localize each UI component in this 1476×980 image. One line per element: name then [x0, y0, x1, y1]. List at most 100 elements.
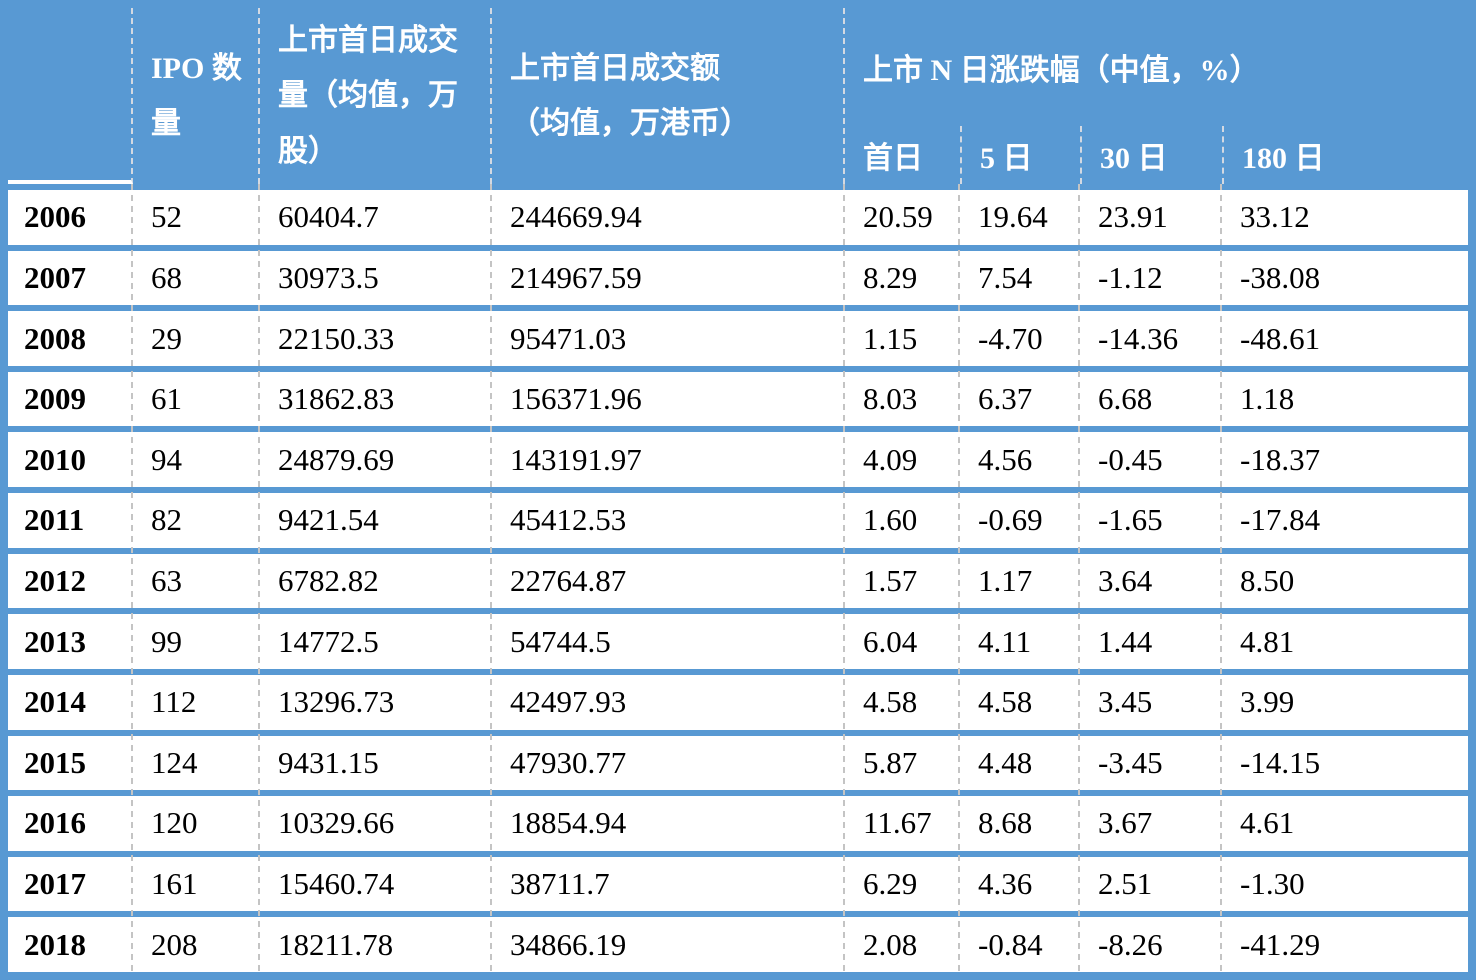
turnover-cell: 34866.19 — [510, 926, 627, 962]
header-change-30d: 30 日 — [1080, 126, 1222, 184]
year-cell: 2006 — [24, 199, 86, 235]
change-first-day-cell: 5.87 — [863, 744, 918, 780]
change-30d-cell: -0.45 — [1098, 441, 1163, 477]
change-5d-cell: -0.69 — [978, 502, 1043, 538]
header-change-5d: 5 日 — [960, 126, 1080, 184]
year-cell: 2013 — [24, 623, 86, 659]
change-5d-cell: 4.58 — [978, 684, 1033, 720]
year-cell: 2007 — [24, 259, 86, 295]
ipo-count-cell: 161 — [151, 866, 198, 902]
table-row: 2011 82 9421.54 45412.53 1.60 -0.69 -1.65 -17.8… — [8, 493, 1468, 548]
year-cell: 2014 — [24, 684, 86, 720]
turnover-cell: 156371.96 — [510, 381, 642, 417]
turnover-cell: 214967.59 — [510, 259, 642, 295]
volume-cell: 9421.54 — [278, 502, 379, 538]
turnover-cell: 45412.53 — [510, 502, 627, 538]
header-year-cell — [8, 8, 133, 184]
ipo-count-cell: 61 — [151, 381, 182, 417]
table-row: 2009 61 31862.83 156371.96 8.03 6.37 6.68 1.18 — [8, 371, 1468, 427]
ipo-count-cell: 29 — [151, 320, 182, 356]
change-30d-cell: 1.44 — [1098, 623, 1153, 659]
table-row: 2006 52 60404.7 244669.94 20.59 19.64 23.91 33.… — [8, 190, 1468, 245]
change-5d-cell: -4.70 — [978, 320, 1043, 356]
table-row: 2014 112 13296.73 42497.93 4.58 4.58 3.45 3.99 — [8, 674, 1468, 730]
change-180d-cell: 1.18 — [1240, 381, 1295, 417]
volume-cell: 15460.74 — [278, 866, 395, 902]
table-row: 2015 124 9431.15 47930.77 5.87 4.48 -3.45 -14.1… — [8, 735, 1468, 791]
change-180d-cell: -18.37 — [1240, 441, 1321, 477]
table-row: 2013 99 14772.5 54744.5 6.04 4.11 1.44 4.81 — [8, 614, 1468, 669]
ipo-count-cell: 99 — [151, 623, 182, 659]
year-cell: 2017 — [24, 866, 86, 902]
change-180d-cell: -14.15 — [1240, 744, 1321, 780]
change-first-day-cell: 4.58 — [863, 684, 918, 720]
turnover-cell: 22764.87 — [510, 562, 627, 598]
volume-cell: 22150.33 — [278, 320, 395, 356]
ipo-count-cell: 120 — [151, 805, 198, 841]
change-30d-cell: 2.51 — [1098, 866, 1153, 902]
change-180d-cell: 33.12 — [1240, 199, 1310, 235]
volume-cell: 10329.66 — [278, 805, 395, 841]
change-first-day-cell: 11.67 — [863, 805, 932, 841]
change-first-day-cell: 6.29 — [863, 866, 918, 902]
change-30d-cell: 6.68 — [1098, 381, 1153, 417]
year-cell: 2018 — [24, 926, 86, 962]
change-180d-cell: 3.99 — [1240, 684, 1295, 720]
turnover-cell: 54744.5 — [510, 623, 611, 659]
volume-cell: 6782.82 — [278, 562, 379, 598]
turnover-cell: 95471.03 — [510, 320, 627, 356]
volume-cell: 13296.73 — [278, 684, 395, 720]
change-5d-cell: -0.84 — [978, 926, 1043, 962]
change-first-day-cell: 6.04 — [863, 623, 918, 659]
year-cell: 2008 — [24, 320, 86, 356]
table-row: 2007 68 30973.5 214967.59 8.29 7.54 -1.12 -38.0… — [8, 250, 1468, 306]
change-180d-cell: -17.84 — [1240, 502, 1321, 538]
turnover-cell: 47930.77 — [510, 744, 627, 780]
change-5d-cell: 7.54 — [978, 259, 1033, 295]
change-5d-cell: 4.11 — [978, 623, 1032, 659]
header-first-day-turnover: 上市首日成交额（均值，万港币） — [492, 8, 845, 184]
change-first-day-cell: 8.29 — [863, 259, 918, 295]
turnover-cell: 143191.97 — [510, 441, 642, 477]
change-30d-cell: 3.67 — [1098, 805, 1153, 841]
table-header: IPO 数量 上市首日成交量（均值，万股） 上市首日成交额（均值，万港币） 上市… — [8, 8, 1468, 184]
header-ipo-count: IPO 数量 — [133, 8, 260, 184]
change-first-day-cell: 20.59 — [863, 199, 933, 235]
change-first-day-cell: 4.09 — [863, 441, 918, 477]
change-30d-cell: 3.64 — [1098, 562, 1153, 598]
year-cell: 2011 — [24, 502, 85, 538]
ipo-count-cell: 82 — [151, 502, 182, 538]
header-change-group: 上市 N 日涨跌幅（中值，%） — [863, 54, 1260, 87]
header-first-day-volume: 上市首日成交量（均值，万股） — [260, 8, 492, 184]
change-5d-cell: 19.64 — [978, 199, 1048, 235]
change-first-day-cell: 8.03 — [863, 381, 918, 417]
turnover-cell: 244669.94 — [510, 199, 642, 235]
change-5d-cell: 6.37 — [978, 381, 1033, 417]
ipo-count-cell: 94 — [151, 441, 182, 477]
ipo-count-cell: 63 — [151, 562, 182, 598]
year-cell: 2015 — [24, 744, 86, 780]
change-180d-cell: 4.61 — [1240, 805, 1295, 841]
ipo-count-cell: 68 — [151, 259, 182, 295]
volume-cell: 60404.7 — [278, 199, 379, 235]
change-180d-cell: -1.30 — [1240, 866, 1305, 902]
ipo-count-cell: 124 — [151, 744, 198, 780]
change-5d-cell: 4.48 — [978, 744, 1033, 780]
volume-cell: 18211.78 — [278, 926, 394, 962]
year-cell: 2009 — [24, 381, 86, 417]
year-cell: 2010 — [24, 441, 86, 477]
volume-cell: 14772.5 — [278, 623, 379, 659]
change-5d-cell: 4.56 — [978, 441, 1033, 477]
volume-cell: 24879.69 — [278, 441, 395, 477]
table-row: 2012 63 6782.82 22764.87 1.57 1.17 3.64 8.50 — [8, 553, 1468, 609]
change-30d-cell: -8.26 — [1098, 926, 1163, 962]
ipo-count-cell: 208 — [151, 926, 198, 962]
change-5d-cell: 4.36 — [978, 866, 1033, 902]
change-30d-cell: -1.65 — [1098, 502, 1163, 538]
change-30d-cell: -1.12 — [1098, 259, 1163, 295]
table-row: 2010 94 24879.69 143191.97 4.09 4.56 -0.45 -18.… — [8, 432, 1468, 488]
ipo-count-cell: 52 — [151, 199, 182, 235]
volume-cell: 31862.83 — [278, 381, 395, 417]
change-30d-cell: 3.45 — [1098, 684, 1153, 720]
